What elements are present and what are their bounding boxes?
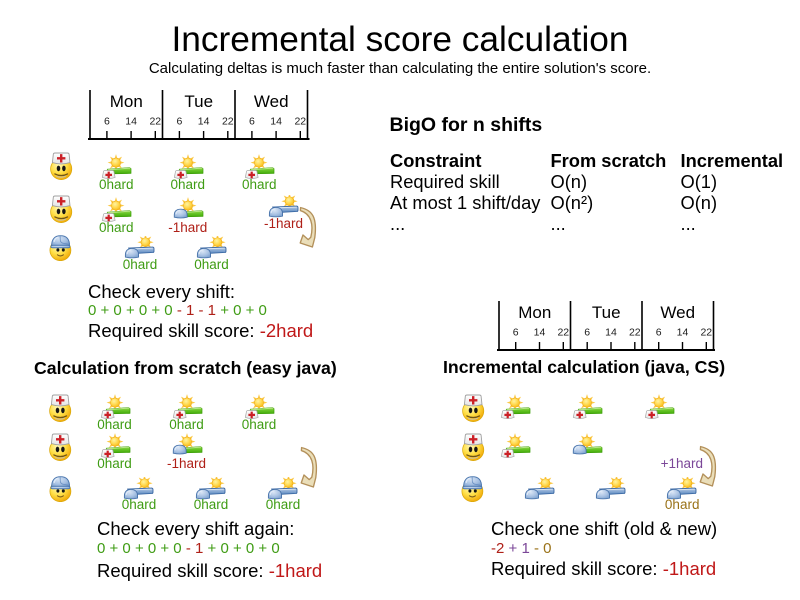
svg-text:14: 14 bbox=[605, 327, 617, 339]
svg-text:6: 6 bbox=[104, 116, 110, 128]
svg-text:22: 22 bbox=[628, 327, 640, 339]
svg-text:14: 14 bbox=[125, 116, 137, 128]
svg-text:22: 22 bbox=[700, 327, 712, 339]
svg-text:6: 6 bbox=[176, 116, 182, 128]
svg-text:14: 14 bbox=[533, 327, 545, 339]
svg-text:22: 22 bbox=[149, 116, 161, 128]
svg-text:14: 14 bbox=[270, 116, 282, 128]
svg-text:14: 14 bbox=[198, 116, 210, 128]
svg-text:Wed: Wed bbox=[254, 92, 289, 111]
svg-text:22: 22 bbox=[294, 116, 306, 128]
svg-text:6: 6 bbox=[584, 327, 590, 339]
svg-text:Tue: Tue bbox=[591, 303, 620, 322]
svg-text:22: 22 bbox=[222, 116, 234, 128]
svg-text:Tue: Tue bbox=[184, 92, 213, 111]
svg-text:Mon: Mon bbox=[110, 92, 143, 111]
svg-text:6: 6 bbox=[249, 116, 255, 128]
svg-text:14: 14 bbox=[676, 327, 688, 339]
svg-text:22: 22 bbox=[557, 327, 569, 339]
svg-text:6: 6 bbox=[512, 327, 518, 339]
svg-text:Wed: Wed bbox=[660, 303, 695, 322]
svg-text:6: 6 bbox=[655, 327, 661, 339]
svg-text:Mon: Mon bbox=[518, 303, 551, 322]
